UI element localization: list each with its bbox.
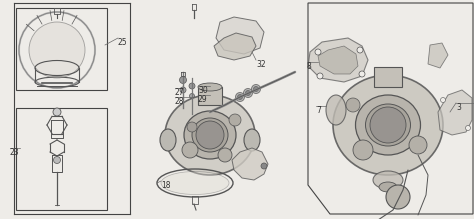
Circle shape bbox=[261, 163, 267, 169]
Circle shape bbox=[229, 114, 241, 126]
Text: 8: 8 bbox=[307, 62, 312, 71]
Circle shape bbox=[236, 92, 245, 101]
Text: 25: 25 bbox=[118, 38, 128, 47]
Circle shape bbox=[409, 136, 427, 154]
Text: 18: 18 bbox=[161, 181, 171, 190]
Polygon shape bbox=[216, 17, 264, 54]
Ellipse shape bbox=[365, 104, 410, 146]
Text: 28: 28 bbox=[175, 97, 184, 106]
Circle shape bbox=[353, 140, 373, 160]
Circle shape bbox=[189, 83, 195, 89]
Ellipse shape bbox=[198, 83, 222, 91]
Circle shape bbox=[218, 148, 232, 162]
Ellipse shape bbox=[356, 95, 420, 155]
Circle shape bbox=[196, 121, 224, 149]
Circle shape bbox=[357, 47, 363, 53]
Text: 7: 7 bbox=[316, 106, 321, 115]
Circle shape bbox=[386, 185, 410, 209]
Text: 23: 23 bbox=[10, 148, 19, 157]
Circle shape bbox=[465, 125, 471, 131]
Circle shape bbox=[54, 157, 61, 164]
Text: 32: 32 bbox=[256, 60, 265, 69]
Polygon shape bbox=[318, 46, 358, 74]
Ellipse shape bbox=[244, 129, 260, 151]
Circle shape bbox=[53, 108, 61, 116]
Circle shape bbox=[190, 94, 194, 99]
Ellipse shape bbox=[160, 129, 176, 151]
Polygon shape bbox=[232, 148, 268, 180]
Circle shape bbox=[180, 76, 186, 83]
Text: 30: 30 bbox=[198, 86, 208, 95]
Polygon shape bbox=[428, 43, 448, 68]
Bar bbox=[374, 67, 402, 87]
Ellipse shape bbox=[165, 95, 255, 175]
Circle shape bbox=[237, 95, 243, 99]
Circle shape bbox=[315, 49, 321, 55]
Circle shape bbox=[440, 97, 446, 102]
Polygon shape bbox=[438, 90, 472, 135]
Circle shape bbox=[370, 107, 406, 143]
Polygon shape bbox=[214, 33, 256, 60]
Ellipse shape bbox=[373, 171, 403, 189]
Text: 3: 3 bbox=[456, 103, 461, 112]
Circle shape bbox=[187, 122, 197, 132]
Circle shape bbox=[29, 22, 85, 78]
Ellipse shape bbox=[192, 118, 228, 152]
Ellipse shape bbox=[161, 171, 229, 194]
Circle shape bbox=[346, 98, 360, 112]
Circle shape bbox=[254, 87, 258, 92]
Circle shape bbox=[244, 88, 253, 97]
Bar bbox=[16, 8, 107, 90]
Bar bbox=[16, 108, 107, 210]
Circle shape bbox=[252, 85, 261, 94]
Ellipse shape bbox=[326, 95, 346, 125]
Circle shape bbox=[246, 90, 250, 95]
Text: 29: 29 bbox=[198, 95, 208, 104]
Ellipse shape bbox=[379, 182, 397, 192]
Text: 27: 27 bbox=[175, 88, 185, 97]
Circle shape bbox=[180, 87, 186, 93]
Bar bbox=[198, 87, 222, 105]
Ellipse shape bbox=[333, 75, 443, 175]
Ellipse shape bbox=[184, 111, 236, 159]
Circle shape bbox=[317, 73, 323, 79]
Circle shape bbox=[182, 142, 198, 158]
Polygon shape bbox=[308, 38, 368, 82]
Circle shape bbox=[359, 71, 365, 77]
